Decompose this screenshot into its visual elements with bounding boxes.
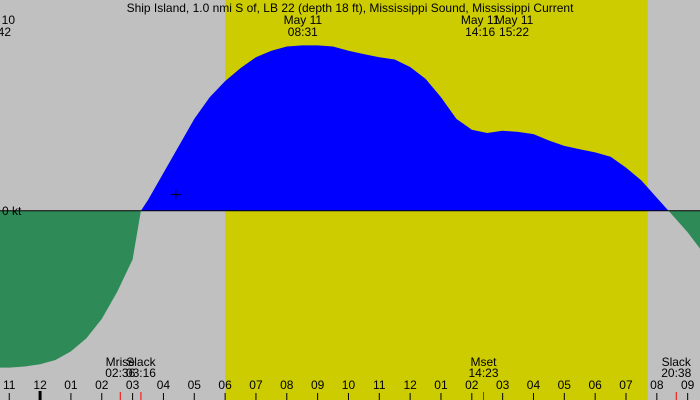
hour-tick-label: 03	[496, 378, 510, 392]
hour-tick-label: 02	[95, 378, 109, 392]
bottom-event-time: 20:38	[661, 366, 691, 380]
event-time-label: 08:31	[288, 25, 318, 39]
current-time-marker	[170, 189, 181, 200]
hour-tick-label: 07	[249, 378, 263, 392]
hour-tick-label: 12	[33, 378, 47, 392]
event-date-label: May 11	[495, 13, 534, 27]
hour-tick-label: 01	[434, 378, 448, 392]
hour-tick-label: 04	[157, 378, 171, 392]
chart-title: Ship Island, 1.0 nmi S of, LB 22 (depth …	[127, 1, 575, 15]
hour-tick-label: 06	[588, 378, 602, 392]
bottom-event-name: Mrise	[106, 355, 136, 369]
hour-tick-label: 11	[3, 378, 16, 392]
x-axis-ticks: 11 12 01 02 03 04 05 06 07 08 09 10 11 12 01 02 03 04 05 06…	[3, 378, 695, 400]
hour-tick-label: 04	[527, 378, 541, 392]
zero-knots-label: 0 kt	[2, 204, 22, 218]
event-time-label: 14:16	[465, 25, 495, 39]
hour-tick-label: 06	[218, 378, 232, 392]
hour-tick-label: 12	[403, 378, 417, 392]
hour-tick-label: 05	[188, 378, 202, 392]
hour-tick-label: 10	[342, 378, 356, 392]
hour-tick-label: 09	[681, 378, 695, 392]
edge-label-top: 10	[2, 13, 16, 27]
bottom-event-name: Slack	[662, 355, 692, 369]
bottom-event-name: Slack	[126, 355, 156, 369]
hour-tick-label: 03	[126, 378, 140, 392]
ebb-current-area	[0, 210, 700, 368]
bottom-event-time: 03:16	[126, 366, 156, 380]
hour-tick-label: 01	[64, 378, 78, 392]
bottom-event-name: Mset	[471, 355, 498, 369]
edge-label-bottom: 42	[0, 25, 11, 39]
event-date-label: May 11	[284, 13, 323, 27]
hour-tick-label: 09	[311, 378, 325, 392]
hour-tick-label: 07	[619, 378, 633, 392]
event-time-label: 15:22	[499, 25, 529, 39]
hour-tick-label: 08	[280, 378, 294, 392]
hour-tick-label: 08	[650, 378, 664, 392]
hour-tick-label: 11	[373, 378, 386, 392]
hour-tick-label: 05	[558, 378, 572, 392]
bottom-event-time: 14:23	[469, 366, 499, 380]
bottom-event-time: 02:36	[105, 366, 135, 380]
event-date-label: May 11	[461, 13, 500, 27]
flood-current-area	[140, 45, 669, 211]
hour-tick-label: 02	[465, 378, 479, 392]
